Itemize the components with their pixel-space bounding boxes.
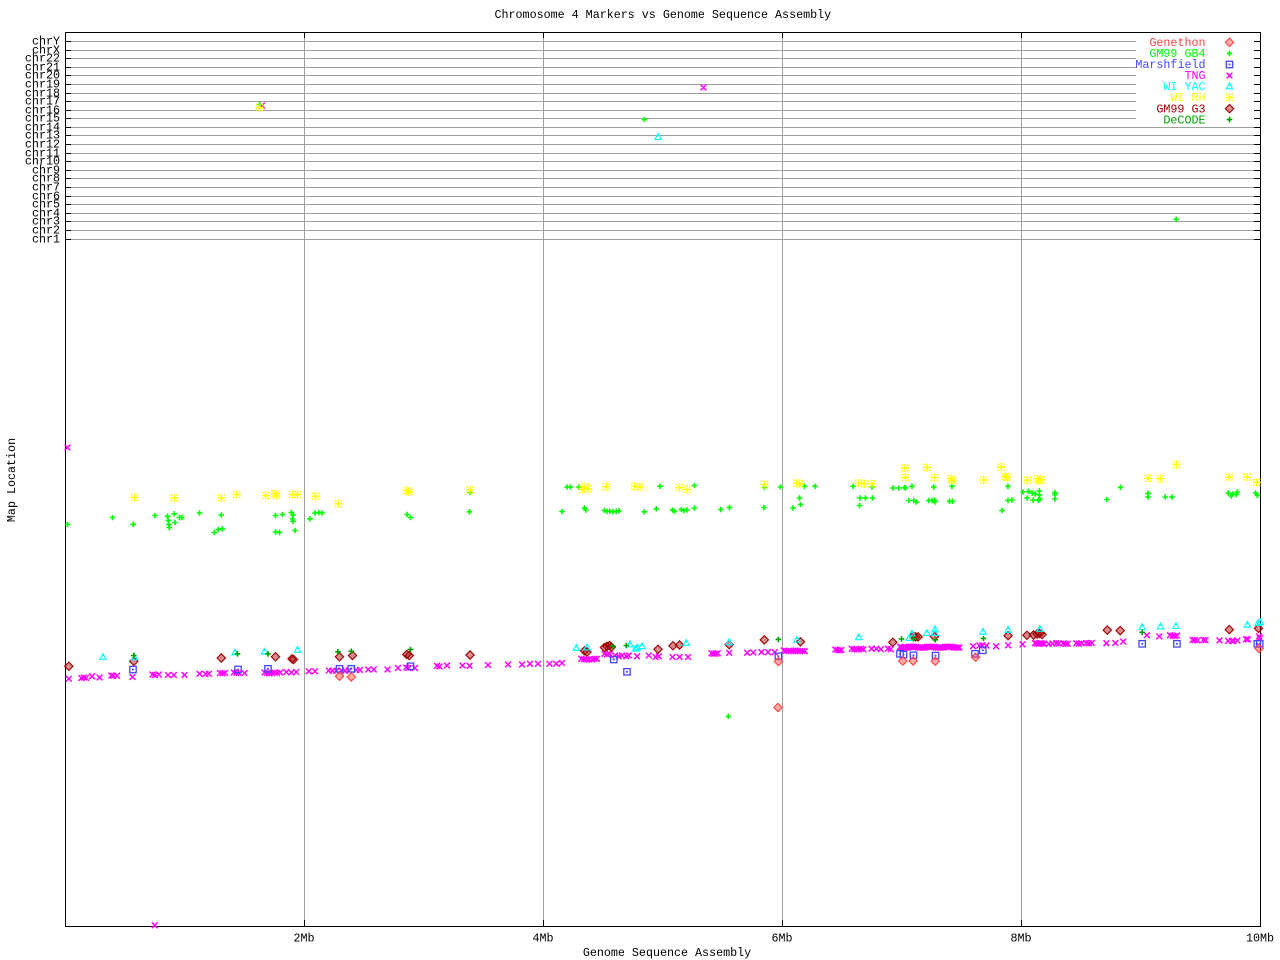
svg-text:Genethon: Genethon: [1149, 36, 1205, 50]
svg-text:chr1: chr1: [32, 233, 60, 247]
svg-text:chr14: chr14: [25, 121, 60, 135]
svg-text:chr5: chr5: [32, 198, 60, 212]
svg-text:chr11: chr11: [25, 147, 60, 161]
svg-text:chr19: chr19: [25, 78, 60, 92]
svg-text:chr16: chr16: [25, 104, 60, 118]
svg-text:Map Location: Map Location: [5, 438, 19, 522]
svg-text:8Mb: 8Mb: [1010, 932, 1031, 946]
svg-text:chr18: chr18: [25, 87, 60, 101]
svg-text:DeCODE: DeCODE: [1163, 113, 1205, 127]
svg-text:6Mb: 6Mb: [771, 932, 792, 946]
svg-text:chr22: chr22: [25, 52, 60, 66]
svg-text:chr20: chr20: [25, 69, 60, 83]
svg-text:TNG: TNG: [1184, 69, 1205, 83]
svg-text:chr4: chr4: [32, 207, 60, 221]
svg-text:chr3: chr3: [32, 215, 60, 229]
svg-text:WI YAC: WI YAC: [1163, 80, 1205, 94]
svg-text:GM99 GB4: GM99 GB4: [1149, 47, 1205, 61]
svg-text:Marshfield: Marshfield: [1135, 58, 1205, 72]
svg-text:chr9: chr9: [32, 164, 60, 178]
svg-text:chr17: chr17: [25, 95, 60, 109]
svg-text:chr7: chr7: [32, 181, 60, 195]
svg-text:GM99 G3: GM99 G3: [1156, 102, 1205, 116]
svg-text:4Mb: 4Mb: [532, 932, 553, 946]
svg-text:chr12: chr12: [25, 138, 60, 152]
svg-text:chrX: chrX: [32, 44, 60, 58]
svg-text:chr6: chr6: [32, 190, 60, 204]
svg-text:chr2: chr2: [32, 224, 60, 238]
svg-text:WI RH: WI RH: [1170, 91, 1205, 105]
svg-text:2Mb: 2Mb: [293, 932, 314, 946]
svg-text:chr13: chr13: [25, 129, 60, 143]
svg-text:Genome Sequence Assembly: Genome Sequence Assembly: [583, 946, 751, 960]
svg-text:Chromosome 4 Markers vs Genome: Chromosome 4 Markers vs Genome Sequence …: [495, 8, 832, 22]
svg-text:chrY: chrY: [32, 35, 60, 49]
svg-text:chr10: chr10: [25, 155, 60, 169]
svg-text:chr21: chr21: [25, 61, 60, 75]
svg-text:10Mb: 10Mb: [1246, 932, 1274, 946]
svg-text:chr8: chr8: [32, 172, 60, 186]
svg-text:chr15: chr15: [25, 112, 60, 126]
